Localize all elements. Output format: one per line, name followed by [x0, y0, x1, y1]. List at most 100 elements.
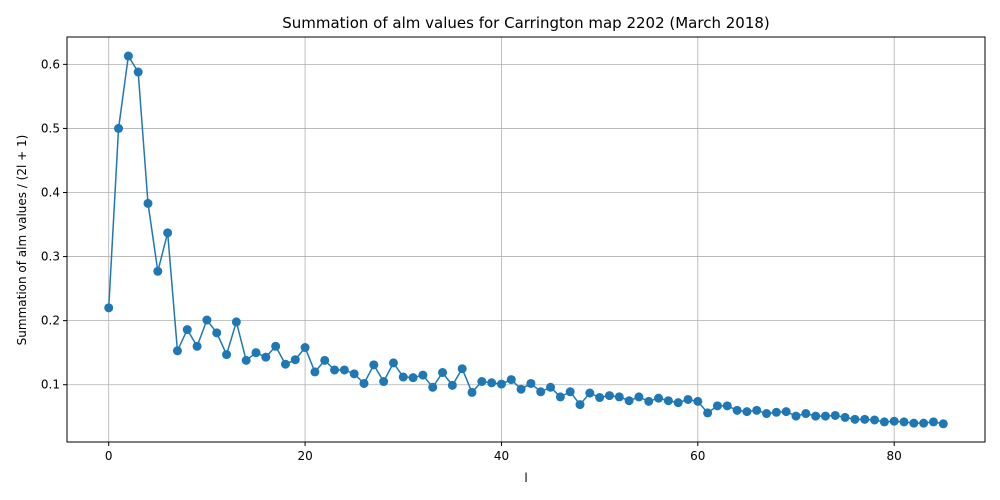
data-point [487, 378, 497, 388]
data-point [506, 375, 516, 385]
data-point [536, 387, 546, 397]
data-point [467, 387, 477, 397]
data-point [762, 409, 772, 419]
data-point [801, 409, 811, 419]
data-point [654, 393, 664, 403]
data-point [919, 418, 929, 428]
y-tick-label: 0.2 [41, 314, 60, 328]
data-point [899, 417, 909, 427]
data-point [251, 348, 261, 358]
data-point [398, 372, 408, 382]
data-point [624, 396, 634, 406]
data-point [742, 407, 752, 417]
data-point [212, 328, 222, 338]
y-tick-label: 0.6 [41, 57, 60, 71]
y-tick-label: 0.3 [41, 250, 60, 264]
data-point [811, 411, 821, 421]
data-point [330, 365, 340, 375]
data-point [163, 228, 173, 238]
data-point [133, 67, 143, 77]
data-point [693, 396, 703, 406]
data-point [555, 392, 565, 402]
x-tick-label: 20 [297, 449, 312, 463]
data-point [909, 418, 919, 428]
data-point [791, 411, 801, 421]
data-point [771, 407, 781, 417]
data-point [271, 341, 281, 351]
data-point [369, 360, 379, 370]
y-axis-label: Summation of alm values / (2l + 1) [15, 135, 29, 346]
x-tick-label: 40 [494, 449, 509, 463]
data-point [477, 377, 487, 387]
data-point [781, 407, 791, 417]
data-point [379, 377, 389, 387]
x-tick-label: 80 [887, 449, 902, 463]
data-point [870, 415, 880, 425]
data-point [595, 393, 605, 403]
data-point [114, 123, 124, 133]
data-point [457, 364, 467, 374]
data-point [722, 401, 732, 411]
plot-frame [66, 36, 986, 443]
data-point [300, 343, 310, 353]
data-point [241, 355, 251, 365]
data-point [349, 369, 359, 379]
data-point [634, 392, 644, 402]
data-point [889, 416, 899, 426]
y-axis-ticks: 0.1 0.2 0.3 0.4 0.5 0.6 [41, 57, 67, 392]
chart-title: Summation of alm values for Carrington m… [282, 14, 770, 32]
data-point [850, 414, 860, 424]
data-point [820, 411, 830, 421]
data-series [104, 51, 948, 429]
data-point [673, 398, 683, 408]
data-point [418, 370, 428, 380]
data-point [290, 355, 300, 365]
x-tick-label: 60 [690, 449, 705, 463]
data-point [339, 365, 349, 375]
data-point [496, 379, 506, 389]
data-point [928, 417, 938, 427]
data-point [938, 419, 948, 429]
y-tick-label: 0.1 [41, 378, 60, 392]
data-point [546, 382, 556, 392]
data-point [565, 387, 575, 397]
data-point [408, 373, 418, 383]
x-axis-ticks: 0 20 40 60 80 [105, 442, 902, 463]
data-point [143, 198, 153, 208]
data-point [712, 401, 722, 411]
data-point [585, 388, 595, 398]
data-point [752, 405, 762, 415]
data-point [359, 378, 369, 388]
data-point [732, 405, 742, 415]
data-point [388, 358, 398, 368]
data-point [614, 392, 624, 402]
data-point [428, 382, 438, 392]
data-point [192, 341, 202, 351]
data-point [516, 384, 526, 394]
data-point [830, 410, 840, 420]
data-point [860, 414, 870, 424]
data-point [438, 368, 448, 378]
data-point [320, 355, 330, 365]
data-point [575, 400, 585, 410]
data-point [683, 394, 693, 404]
y-tick-label: 0.4 [41, 186, 60, 200]
data-point [261, 352, 271, 362]
data-point [182, 325, 192, 335]
data-point [172, 346, 182, 356]
data-point [879, 417, 889, 427]
data-point [644, 396, 654, 406]
data-point [703, 408, 713, 418]
grid-lines [67, 37, 985, 442]
data-point [104, 303, 114, 313]
data-point [604, 391, 614, 401]
data-point [447, 380, 457, 390]
data-point [663, 396, 673, 406]
data-point [310, 367, 320, 377]
data-point [202, 315, 212, 325]
data-point [123, 51, 133, 61]
data-point [222, 350, 232, 360]
x-tick-label: 0 [105, 449, 113, 463]
